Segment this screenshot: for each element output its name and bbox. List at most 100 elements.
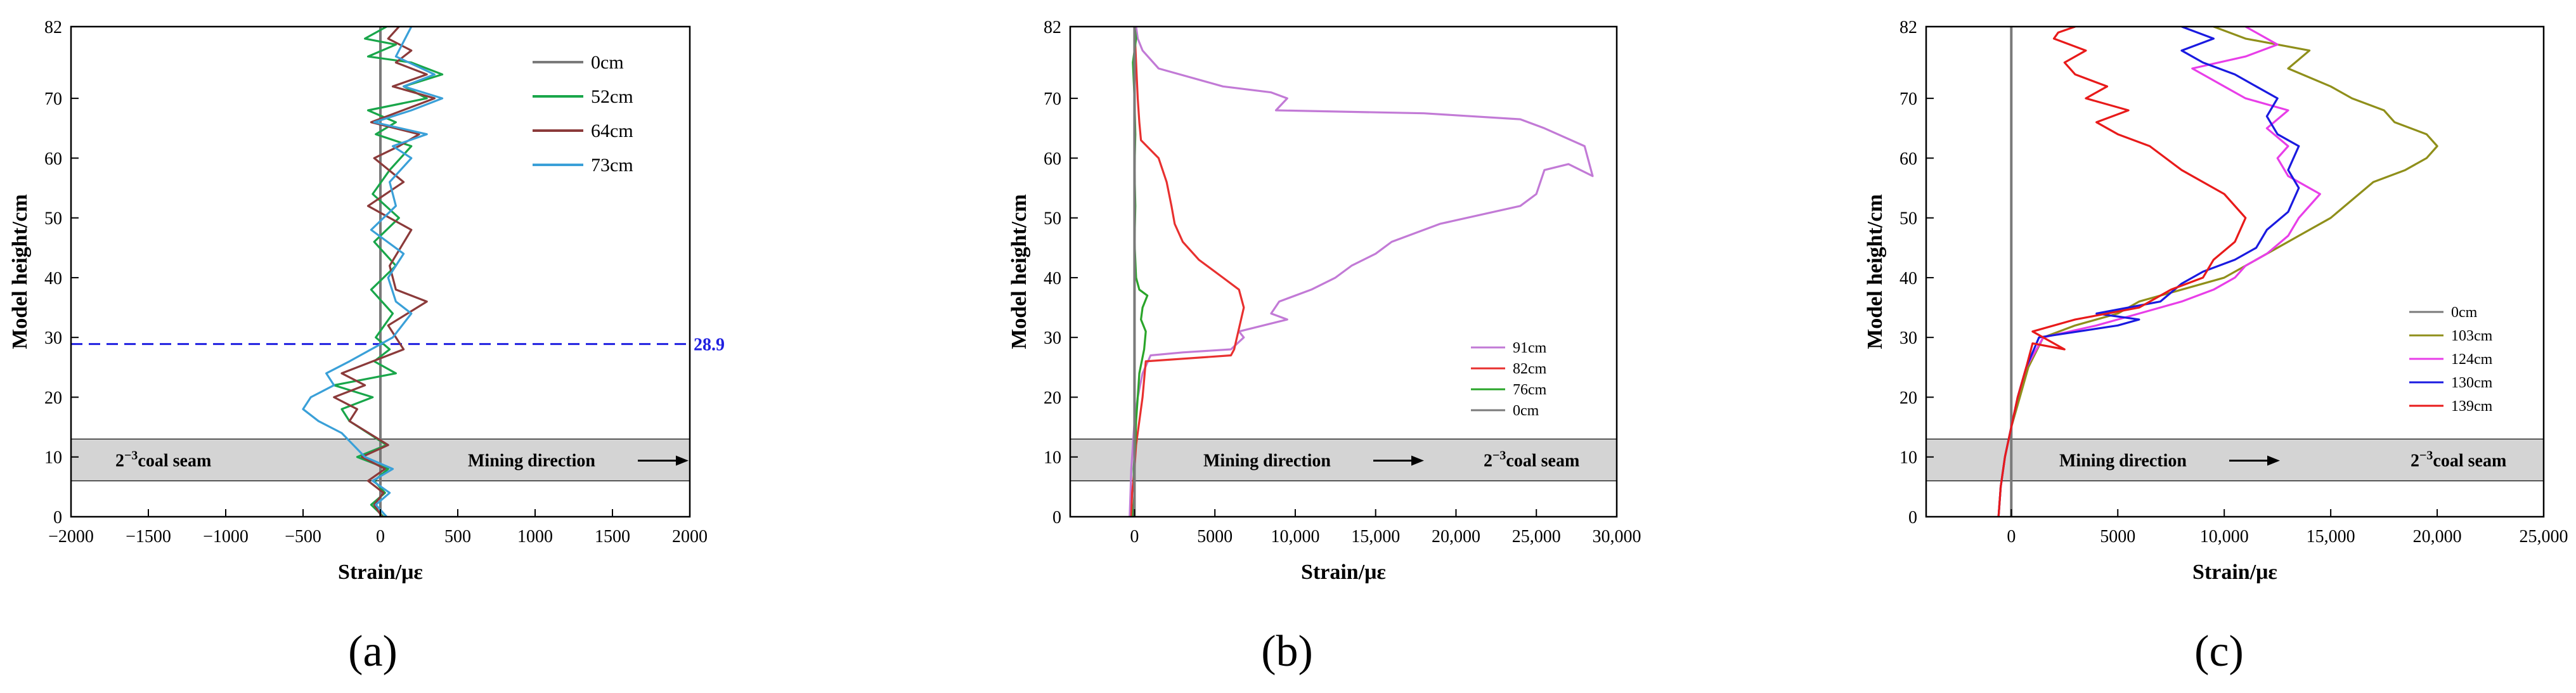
- y-tick-label: 30: [1044, 328, 1061, 348]
- x-tick-label: 10,000: [1271, 527, 1319, 547]
- y-tick-label: 50: [1044, 209, 1061, 229]
- y-tick-label: 0: [1908, 508, 1917, 528]
- mining-arrow-head: [1411, 455, 1424, 466]
- y-tick-label: 10: [1900, 448, 1917, 468]
- legend: 0cm 52cm 64cm 73cm: [533, 52, 633, 176]
- x-tick-label: −500: [285, 527, 321, 547]
- y-tick-label: 40: [44, 269, 62, 288]
- x-axis-title: Strain/με: [2192, 560, 2277, 584]
- mining-arrow-head: [676, 455, 689, 466]
- x-tick-label: −2000: [48, 527, 94, 547]
- x-tick-label: 15,000: [1351, 527, 1400, 547]
- panel-label: (b): [1261, 627, 1313, 676]
- y-tick-label: 40: [1900, 269, 1917, 288]
- x-tick-label: 25,000: [2520, 527, 2568, 547]
- y-tick-label: 60: [44, 149, 62, 169]
- legend-entry: 0cm: [591, 52, 624, 73]
- x-tick-label: 20,000: [2413, 527, 2462, 547]
- legend-entry: 130cm: [2451, 375, 2493, 391]
- y-tick-label: 30: [44, 328, 62, 348]
- coal-seam-label: 2−3coal seam: [2411, 448, 2506, 470]
- y-tick-label: 20: [44, 388, 62, 408]
- mining-direction-label: Mining direction: [468, 451, 595, 470]
- x-axis-title: Strain/με: [338, 560, 423, 584]
- mining-direction-label: Mining direction: [1203, 451, 1331, 470]
- coal-seam-label: 2−3coal seam: [1484, 448, 1579, 470]
- series-group: [1129, 27, 1594, 517]
- legend-entry: 124cm: [2451, 351, 2493, 368]
- series-line-64cm: [333, 27, 436, 517]
- series-line-91cm: [1129, 27, 1594, 517]
- x-tick-label: 0: [1130, 527, 1139, 547]
- x-axis-title: Strain/με: [1301, 560, 1386, 584]
- x-tick-label: −1000: [203, 527, 249, 547]
- reference-line-label: 28.9: [694, 335, 725, 355]
- legend-entry: 103cm: [2451, 328, 2493, 344]
- y-axis-title: Model height/cm: [1007, 194, 1031, 349]
- coal-seam-band: [1070, 438, 1617, 482]
- x-tick-label: 5000: [2100, 527, 2135, 547]
- y-tick-label: 60: [1900, 149, 1917, 169]
- legend-entry: 76cm: [1513, 382, 1547, 398]
- legend-entry: 0cm: [1513, 403, 1539, 419]
- x-tick-label: 2000: [672, 527, 708, 547]
- chart-panel-1: 2−3coal seam Mining direction 28.9 −2000 −15…: [8, 18, 725, 676]
- y-tick-label: 82: [1044, 18, 1061, 37]
- chart-panel-2: 2−3coal seam Mining direction 0 5000 10,000 1…: [1007, 18, 1641, 676]
- x-tick-label: 20,000: [1432, 527, 1480, 547]
- legend-entry: 64cm: [591, 120, 633, 141]
- legend-entry: 0cm: [2451, 304, 2478, 321]
- series-line-82cm: [1130, 27, 1245, 517]
- x-tick-label: 10,000: [2200, 527, 2249, 547]
- y-tick-label: 50: [1900, 209, 1917, 229]
- legend-entry: 73cm: [591, 155, 633, 176]
- x-tick-label: −1500: [126, 527, 171, 547]
- y-tick-label: 70: [1044, 89, 1061, 109]
- legend-entry: 52cm: [591, 86, 633, 107]
- series-line-139cm: [1997, 27, 2247, 517]
- y-tick-label: 20: [1044, 388, 1061, 408]
- x-tick-label: 0: [2007, 527, 2016, 547]
- y-tick-label: 20: [1900, 388, 1917, 408]
- x-tick-label: 15,000: [2307, 527, 2355, 547]
- y-tick-label: 0: [53, 508, 62, 528]
- x-tick-label: 1000: [517, 527, 553, 547]
- y-axis-title: Model height/cm: [1863, 194, 1887, 349]
- y-tick-label: 82: [44, 18, 62, 37]
- y-tick-label: 10: [1044, 448, 1061, 468]
- x-tick-label: 5000: [1197, 527, 1233, 547]
- series-line-103cm: [1997, 27, 2438, 517]
- y-axis-title: Model height/cm: [8, 194, 32, 349]
- x-tick-label: 25,000: [1512, 527, 1561, 547]
- y-tick-label: 60: [1044, 149, 1061, 169]
- panel-label: (c): [2194, 627, 2244, 676]
- legend-entry: 91cm: [1513, 340, 1547, 356]
- y-tick-label: 40: [1044, 269, 1061, 288]
- series-group: [1997, 27, 2438, 517]
- legend-entry: 82cm: [1513, 361, 1547, 377]
- mining-direction-label: Mining direction: [2059, 451, 2187, 470]
- series-line-73cm: [302, 27, 444, 517]
- coal-seam-label: 2−3coal seam: [115, 448, 211, 470]
- series-group: [302, 27, 444, 517]
- x-tick-label: 1500: [595, 527, 630, 547]
- y-tick-label: 0: [1052, 508, 1061, 528]
- y-tick-label: 50: [44, 209, 62, 229]
- legend: 0cm 103cm 124cm 130cm 139cm: [2409, 304, 2493, 415]
- y-tick-label: 70: [44, 89, 62, 109]
- mining-arrow-head: [2267, 455, 2280, 466]
- panel-label: (a): [348, 627, 398, 676]
- y-tick-label: 82: [1900, 18, 1917, 37]
- plot-frame: [1069, 25, 1618, 518]
- y-tick-label: 30: [1900, 328, 1917, 348]
- legend-entry: 139cm: [2451, 398, 2493, 415]
- x-tick-label: 500: [444, 527, 471, 547]
- legend: 91cm 82cm 76cm 0cm: [1471, 340, 1547, 419]
- y-tick-label: 70: [1900, 89, 1917, 109]
- plot-frame: [1925, 25, 2545, 518]
- y-tick-label: 10: [44, 448, 62, 468]
- x-tick-label: 30,000: [1593, 527, 1641, 547]
- chart-panel-3: 2−3coal seam Mining direction 0 5000 10,000 1…: [1863, 18, 2568, 676]
- x-tick-label: 0: [376, 527, 385, 547]
